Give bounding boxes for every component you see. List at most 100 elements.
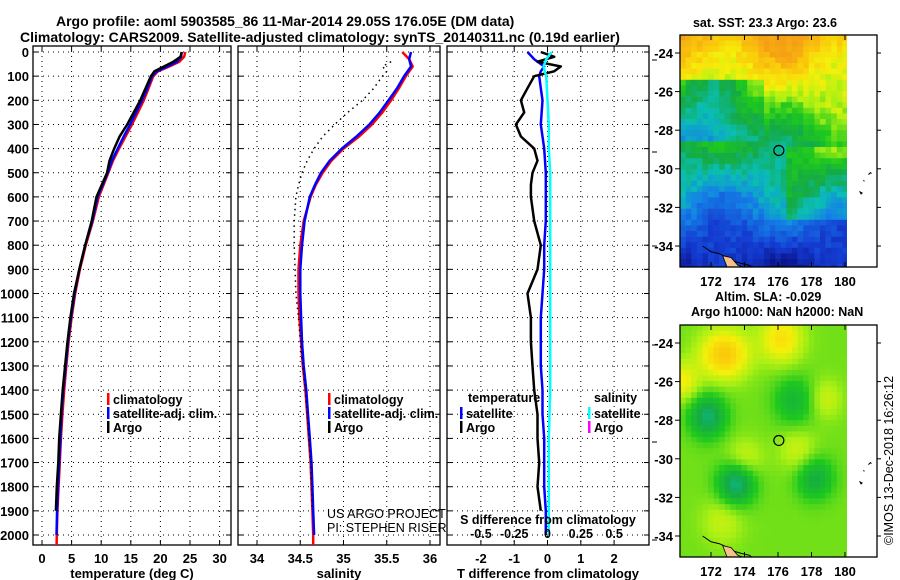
map-cell <box>769 63 776 69</box>
map-cell <box>691 470 698 477</box>
map-cell <box>708 253 714 260</box>
map-cell <box>758 521 765 527</box>
map-cell <box>764 414 770 421</box>
map-cell <box>702 191 709 198</box>
map-cell <box>719 236 726 243</box>
map-cell <box>758 386 765 393</box>
x-axis-label: temperature (deg C) <box>70 566 194 580</box>
map-cell <box>764 175 770 181</box>
map-cell <box>842 208 847 215</box>
map-cell <box>842 347 847 354</box>
map-cell <box>831 425 838 432</box>
map-cell <box>780 197 787 204</box>
map-cell <box>741 197 748 204</box>
map-cell <box>696 35 703 41</box>
map-cell <box>736 63 742 69</box>
map-cell <box>769 57 776 64</box>
map-cell <box>808 180 815 187</box>
map-cell <box>702 35 709 41</box>
map-cell <box>758 537 765 544</box>
map-cell <box>831 459 838 466</box>
map-cell <box>803 448 810 455</box>
map-cell <box>747 203 754 209</box>
map-cell <box>797 431 804 438</box>
map-cell <box>702 219 709 226</box>
map-cell <box>685 431 692 438</box>
map-cell <box>741 493 748 499</box>
map-cell <box>702 414 709 421</box>
map-cell <box>808 231 815 237</box>
map-cell <box>842 403 847 410</box>
map-cell <box>831 341 838 348</box>
map-cell <box>825 554 832 557</box>
map-cell <box>764 448 770 455</box>
map-cell <box>786 135 793 142</box>
map-cell <box>848 91 854 97</box>
map-cell <box>702 130 709 137</box>
map-cell <box>775 330 782 337</box>
map-cell <box>702 487 709 494</box>
map-cell <box>685 532 692 539</box>
map-cell <box>786 219 793 226</box>
map-cell <box>769 420 776 427</box>
map-cell <box>831 186 838 193</box>
map-cell <box>764 141 770 148</box>
map-cell <box>736 397 742 404</box>
map-cell <box>831 51 838 58</box>
x-tick-label: 1 <box>577 551 584 566</box>
map-cell <box>792 186 798 193</box>
map-cell <box>825 537 832 544</box>
map-cell <box>820 35 826 41</box>
map-cell <box>797 526 804 533</box>
map-cell <box>814 113 821 120</box>
map-cell <box>719 459 726 466</box>
map-cell <box>797 96 804 103</box>
map-cell <box>820 219 826 226</box>
map-cell <box>775 526 782 533</box>
map-cell <box>680 509 686 516</box>
map-cell <box>752 487 759 494</box>
map-cell <box>820 259 826 265</box>
map-cell <box>719 46 726 53</box>
map-cell <box>696 414 703 421</box>
map-cell <box>713 63 720 69</box>
map-cell <box>680 214 686 221</box>
map-cell <box>786 208 793 215</box>
map-cell <box>848 459 854 465</box>
map-cell <box>741 437 748 443</box>
map-cell <box>724 219 731 226</box>
map-cell <box>797 158 804 165</box>
map-cell <box>792 68 798 75</box>
map-cell <box>780 63 787 69</box>
map-cell <box>736 35 742 41</box>
map-cell <box>808 532 815 539</box>
map-cell <box>741 152 748 159</box>
map-cell <box>803 96 810 103</box>
map-cell <box>747 186 754 193</box>
map-cell <box>820 113 826 120</box>
map-cell <box>724 459 731 466</box>
map-cell <box>797 197 804 204</box>
map-cell <box>685 515 692 522</box>
map-cell <box>752 124 759 131</box>
map-cell <box>792 459 798 466</box>
map-cell <box>831 175 838 181</box>
map-cell <box>842 107 847 114</box>
map-cell <box>836 459 843 466</box>
map-cell <box>797 498 804 505</box>
map-cell <box>797 236 804 243</box>
map-cell <box>696 63 703 69</box>
map-cell <box>736 74 742 81</box>
map-cell <box>808 336 815 343</box>
map-cell <box>696 453 703 460</box>
map-cell <box>747 409 754 415</box>
map-cell <box>708 521 714 527</box>
map-cell <box>719 521 726 527</box>
map-cell <box>680 191 686 198</box>
map-cell <box>775 481 782 488</box>
map-cell <box>719 79 726 86</box>
map-cell <box>808 353 815 359</box>
map-cell <box>820 330 826 337</box>
map-cell <box>736 191 742 198</box>
map-cell <box>831 169 838 176</box>
